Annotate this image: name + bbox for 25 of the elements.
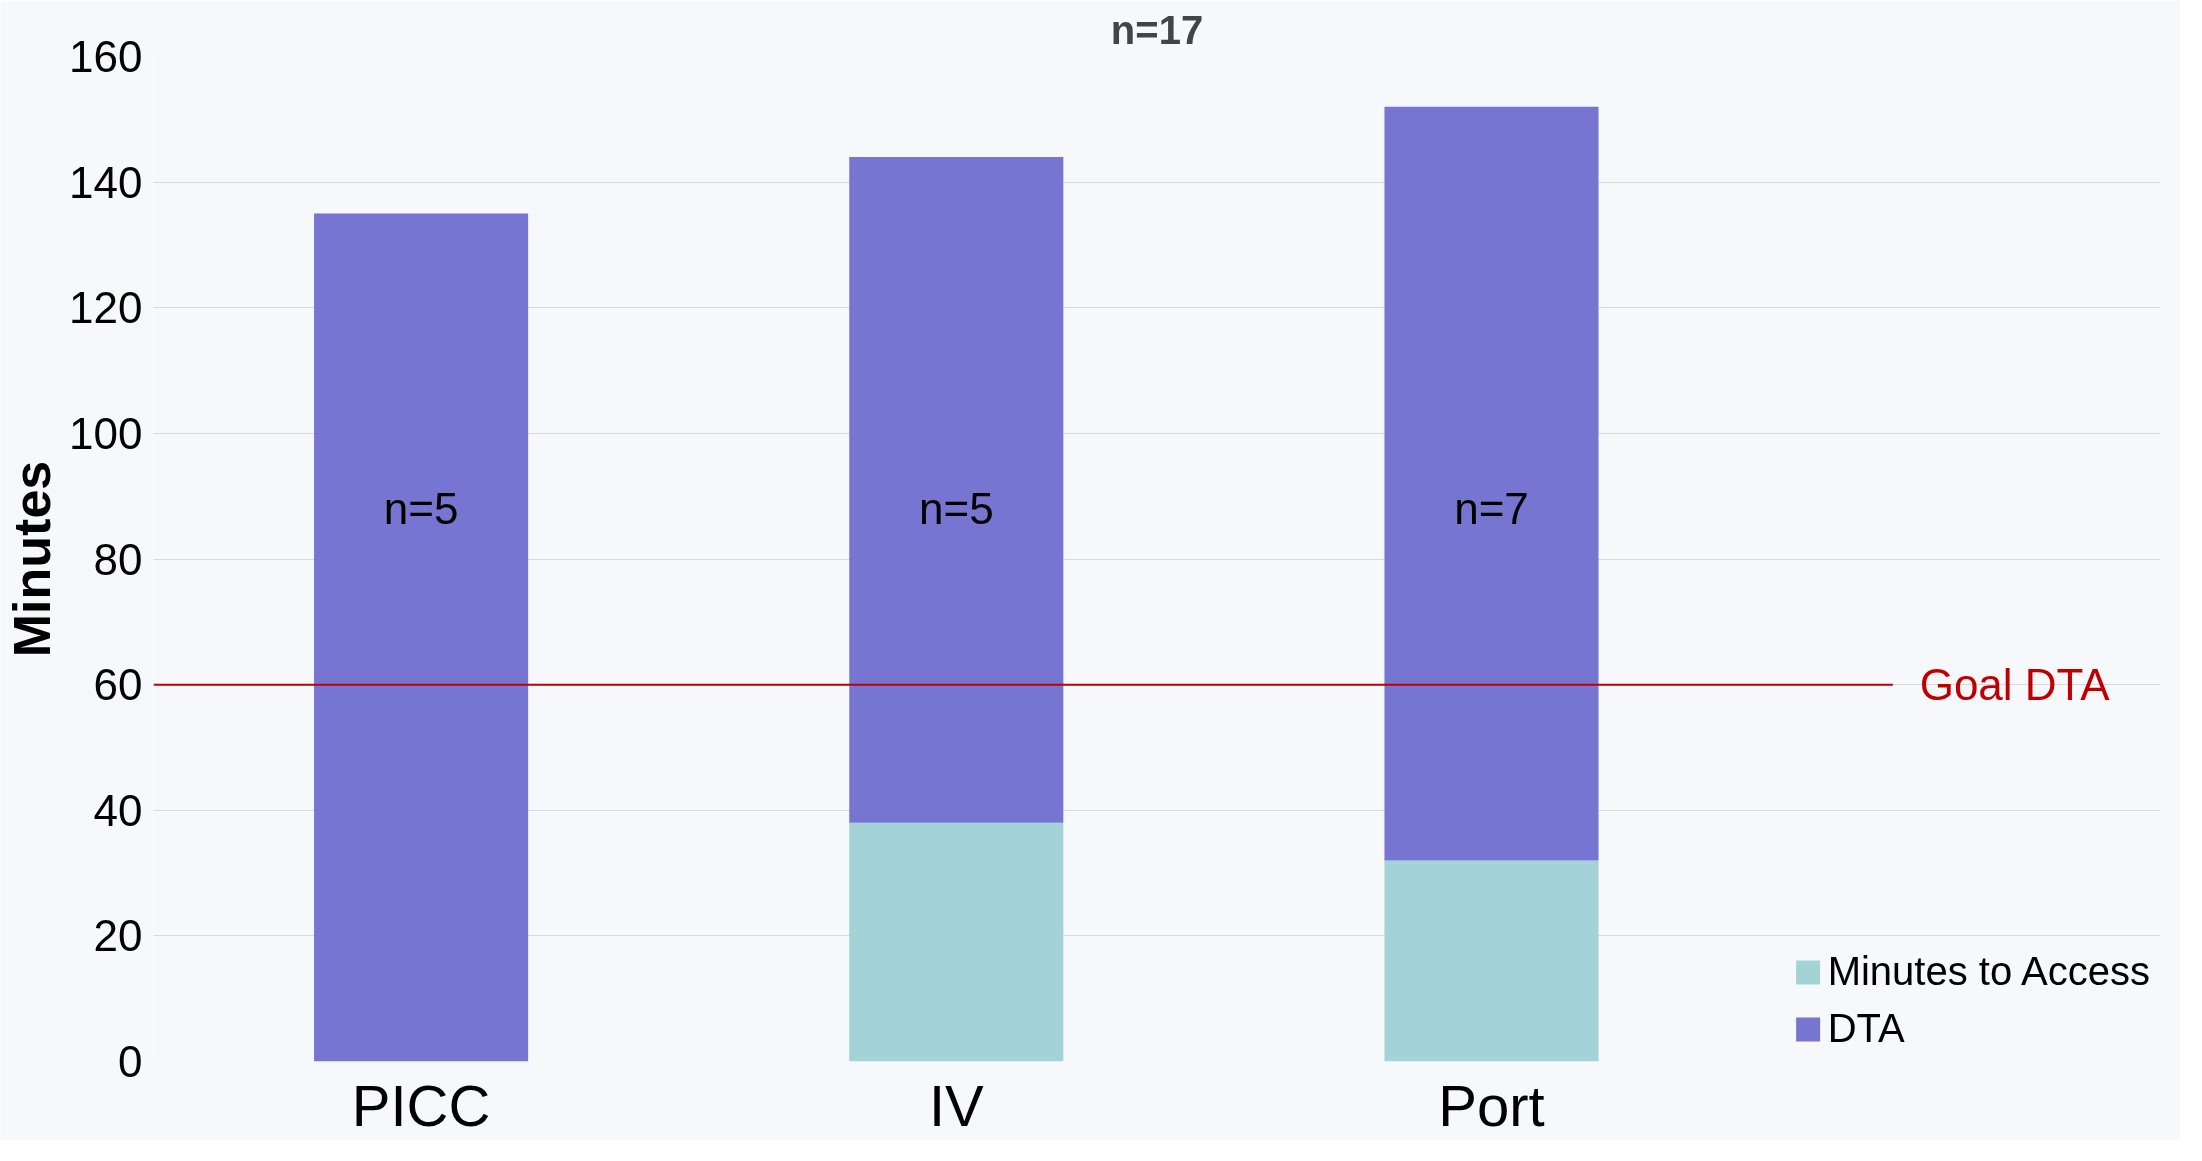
- y-tick-label: 60: [93, 660, 143, 710]
- y-tick-label: 80: [93, 534, 143, 584]
- bar: [1384, 860, 1599, 1062]
- legend-label: Minutes to Access: [1827, 949, 2150, 994]
- y-tick-label: 140: [69, 157, 143, 207]
- y-tick-label: 40: [93, 785, 143, 835]
- annotation: n=5: [383, 484, 459, 534]
- annotation: n=7: [1454, 484, 1529, 534]
- y-tick-label: 100: [69, 408, 143, 458]
- bar: [314, 213, 529, 1062]
- x-tick-label: IV: [928, 1072, 985, 1138]
- y-axis-title: Minutes: [3, 460, 62, 658]
- y-tick-label: 120: [69, 283, 143, 333]
- y-tick-label: 20: [93, 911, 143, 961]
- x-tick-label: PICC: [351, 1072, 491, 1138]
- bar: [849, 822, 1064, 1062]
- bar: [1384, 106, 1599, 861]
- x-tick-label: Port: [1438, 1072, 1545, 1138]
- legend-label: DTA: [1827, 1006, 1905, 1051]
- ref-line-label: Goal DTA: [1919, 660, 2111, 710]
- chart-title: n=17: [1110, 7, 1204, 52]
- annotation: n=5: [918, 484, 994, 534]
- y-tick-label: 0: [118, 1037, 143, 1086]
- bar: [849, 157, 1064, 823]
- y-tick-label: 160: [69, 32, 143, 81]
